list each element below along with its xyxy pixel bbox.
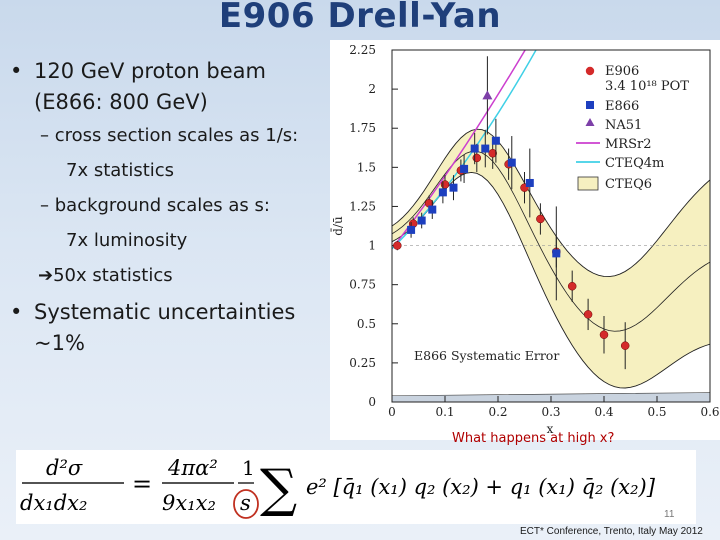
bullet-systematics: • Systematic uncertainties ~1% xyxy=(8,297,338,359)
legend-e866-marker xyxy=(586,101,594,109)
e906-point xyxy=(393,241,402,250)
y-tick-label: 1.5 xyxy=(357,160,376,174)
e906-point xyxy=(440,180,450,189)
e866-point xyxy=(407,225,416,234)
drell-yan-formula: d²σ dx₁dx₂ = 4πα² 9x₁x₂ 1 s ∑ e² [q̄₁ (x… xyxy=(16,450,696,524)
e866-point xyxy=(491,136,500,145)
e866-point xyxy=(449,183,458,192)
y-tick-label: 0 xyxy=(368,395,376,409)
x-axis-label: x xyxy=(547,422,554,436)
y-tick-label: 0.75 xyxy=(349,278,376,292)
e866-point xyxy=(428,205,437,214)
formula-one: 1 xyxy=(242,456,255,480)
dash-marker: – xyxy=(40,195,49,216)
dash-marker: – xyxy=(40,125,49,146)
bullet-systematics-line2: ~1% xyxy=(34,331,85,355)
formula-denominator-lhs: dx₁dx₂ xyxy=(20,491,87,515)
legend-e866: E866 xyxy=(605,99,639,114)
chart-axes: 0 0.1 0.2 0.3 0.4 0.5 0.6 0 0.25 0.5 0.75 1 1.25 1.5 1… xyxy=(349,43,719,419)
sub-bullet-cross-section-text: cross section scales as 1/s: xyxy=(54,125,299,146)
legend-mrsr2: MRSr2 xyxy=(605,137,652,152)
e866-point xyxy=(438,188,447,197)
x-tick-label: 0.5 xyxy=(647,405,666,419)
sub-bullet-statistics: 7x statistics xyxy=(66,160,175,181)
e906-point xyxy=(536,214,545,224)
bullet-marker: • xyxy=(10,300,23,324)
bullet-list: • 120 GeV proton beam (E866: 800 GeV) – … xyxy=(8,56,338,359)
annotation-systematic: E866 Systematic Error xyxy=(414,348,559,363)
y-tick-label: 1.75 xyxy=(349,121,376,135)
e906-point xyxy=(488,149,497,158)
x-tick-label: 0.6 xyxy=(700,405,719,419)
arrow-text: 50x statistics xyxy=(53,265,173,286)
legend-e906: E906 xyxy=(605,64,639,79)
bullet-marker: • xyxy=(10,59,23,83)
legend-cteq4m: CTEQ4m xyxy=(605,156,664,171)
e866-point xyxy=(481,144,490,153)
e866-point xyxy=(552,249,561,258)
bullet-beam-line2: (E866: 800 GeV) xyxy=(34,90,208,114)
cteq6-central-curve xyxy=(392,150,710,332)
x-tick-label: 0.4 xyxy=(594,405,613,419)
legend-cteq6-swatch xyxy=(577,176,599,191)
formula-denominator-rhs: 9x₁x₂ xyxy=(162,491,216,515)
y-tick-label: 0.25 xyxy=(349,356,376,370)
x-tick-label: 0.2 xyxy=(488,405,507,419)
data-points xyxy=(393,56,630,370)
y-tick-label: 2.25 xyxy=(349,43,376,57)
e866-point xyxy=(417,216,426,225)
sub-bullet-cross-section: – cross section scales as 1/s: xyxy=(8,118,338,153)
formula-body: e² [q̄₁ (x₁) q₂ (x₂) + q₁ (x₁) q̄₂ (x₂)] xyxy=(306,475,656,499)
sub-bullet-luminosity: 7x luminosity xyxy=(66,230,188,251)
x-tick-label: 0 xyxy=(388,405,396,419)
e866-point xyxy=(525,178,534,187)
sub-bullet-background-text: background scales as s: xyxy=(54,195,270,216)
chart-legend: E906 3.4 10¹⁸ POT E866 NA51 MRSr2 CTEQ4m… xyxy=(576,64,689,192)
formula-sum: ∑ xyxy=(260,459,297,519)
e866-point xyxy=(470,144,479,153)
x-tick-label: 0.1 xyxy=(435,405,454,419)
bullet-systematics-line1: Systematic uncertainties xyxy=(34,300,296,324)
e906-point xyxy=(567,281,577,291)
formula-numerator-rhs: 4πα² xyxy=(167,456,218,480)
legend-na51: NA51 xyxy=(605,118,642,133)
legend-e906-sub: 3.4 10¹⁸ POT xyxy=(605,79,689,94)
y-axis-label: d̄/ū xyxy=(330,216,345,236)
formula-svg: d²σ dx₁dx₂ = 4πα² 9x₁x₂ 1 s ∑ e² [q̄₁ (x… xyxy=(20,456,656,519)
na51-point xyxy=(482,90,493,100)
e906-point xyxy=(583,310,593,319)
sub-bullet-background: – background scales as s: xyxy=(8,188,338,223)
arrow-icon: ➔ xyxy=(38,265,54,286)
formula-numerator-lhs: d²σ xyxy=(46,456,83,480)
footer: ECT* Conference, Trento, Italy May 2012 xyxy=(520,526,703,537)
slide-title: E906 Drell-Yan xyxy=(218,0,502,36)
bullet-beam-line1: 120 GeV proton beam xyxy=(34,59,266,83)
e906-point xyxy=(620,341,630,350)
legend-e906-marker xyxy=(585,66,595,76)
chart-svg: 0 0.1 0.2 0.3 0.4 0.5 0.6 0 0.25 0.5 0.75 1 1.25 1.5 1… xyxy=(329,43,719,436)
e866-point xyxy=(507,158,516,167)
y-tick-label: 2 xyxy=(368,82,376,96)
bullet-beam: • 120 GeV proton beam (E866: 800 GeV) xyxy=(8,56,338,118)
s-highlight-circle xyxy=(233,489,259,519)
slide-number: 11 xyxy=(664,509,675,520)
chart: 0 0.1 0.2 0.3 0.4 0.5 0.6 0 0.25 0.5 0.75 1 1.25 1.5 1… xyxy=(329,40,720,440)
arrow-line: ➔50x statistics xyxy=(8,258,338,293)
y-tick-label: 0.5 xyxy=(357,317,376,331)
question-text: What happens at high x? xyxy=(452,431,615,446)
e866-point xyxy=(460,164,469,173)
legend-cteq6: CTEQ6 xyxy=(605,177,652,192)
y-tick-label: 1.25 xyxy=(349,199,376,213)
formula-s: s xyxy=(240,491,251,515)
legend-na51-marker xyxy=(585,118,595,126)
e906-point xyxy=(472,153,482,163)
formula-equals: = xyxy=(132,470,152,498)
x-tick-label: 0.3 xyxy=(541,405,560,419)
e906-point xyxy=(599,330,609,339)
y-tick-label: 1 xyxy=(368,239,376,253)
